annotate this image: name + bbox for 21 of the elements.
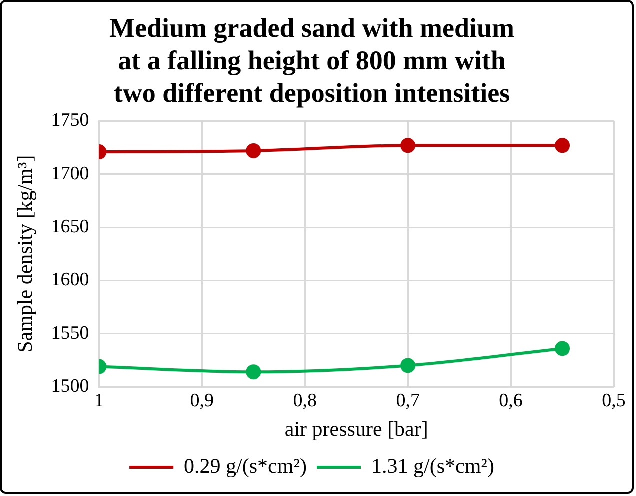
legend-label: 1.31 g/(s*cm²) [372,454,494,478]
x-tick-label: 0,8 [293,390,317,412]
point [400,358,416,374]
y-axis-title: Sample density [kg/m³] [13,155,38,353]
x-tick-label: 0,6 [499,390,523,412]
y-tick-label: 1650 [51,216,90,238]
legend-label: 0.29 g/(s*cm²) [184,454,308,478]
point [555,138,570,154]
point [555,341,570,356]
x-tick-label: 1 [94,390,104,412]
chart-title: Medium graded sand with medium at a falling height of 800 mm with two different deposition intensities [109,13,516,108]
y-tick-label: 1550 [51,322,90,344]
x-tick-label: 0,5 [602,390,626,412]
y-tick-label: 1600 [51,270,90,291]
point [400,138,416,154]
y-tick-label: 1500 [51,376,90,397]
y-tick-label: 1700 [51,163,90,184]
y-tick-label: 1750 [51,110,90,132]
x-tick-label: 0,9 [190,390,214,412]
x-axis-title: air pressure [bar] [284,416,428,441]
x-tick-label: 0,7 [396,390,420,412]
